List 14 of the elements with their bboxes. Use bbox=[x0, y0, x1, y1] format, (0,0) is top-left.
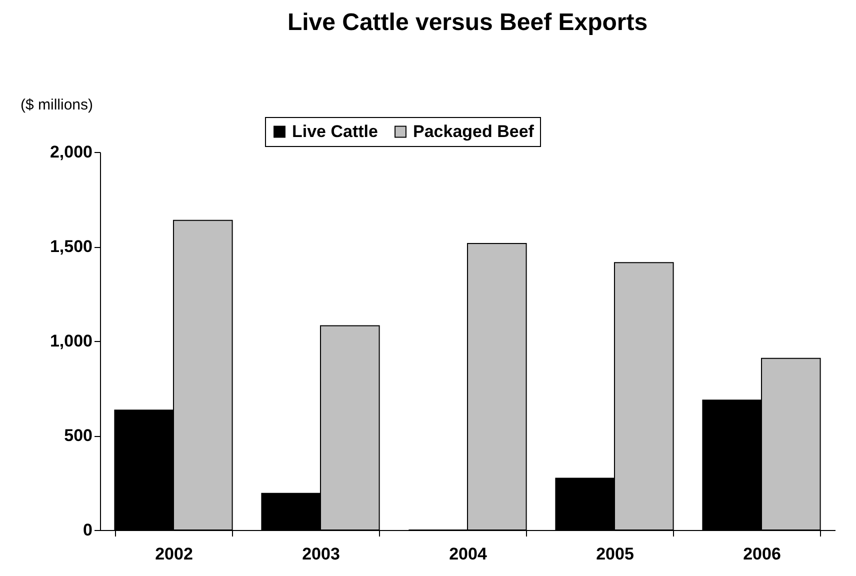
chart-title: Live Cattle versus Beef Exports bbox=[287, 9, 648, 36]
y-tick-label: 500 bbox=[64, 426, 92, 445]
y-tick-label: 1,000 bbox=[50, 332, 92, 350]
y-tick-label: 2,000 bbox=[50, 142, 92, 162]
x-tick-label: 2005 bbox=[596, 544, 634, 564]
x-tick-label: 2002 bbox=[155, 544, 193, 564]
y-axis-title: ($ millions) bbox=[20, 96, 94, 114]
x-tick-label: 2004 bbox=[449, 544, 488, 564]
legend-label: Live Cattle bbox=[292, 122, 378, 141]
x-tick-label: 2006 bbox=[743, 544, 781, 564]
x-tick-label: 2003 bbox=[302, 544, 340, 564]
y-tick-label: 0 bbox=[83, 520, 92, 540]
y-tick-label: 1,500 bbox=[50, 237, 92, 256]
legend-label: Packaged Beef bbox=[413, 122, 534, 141]
